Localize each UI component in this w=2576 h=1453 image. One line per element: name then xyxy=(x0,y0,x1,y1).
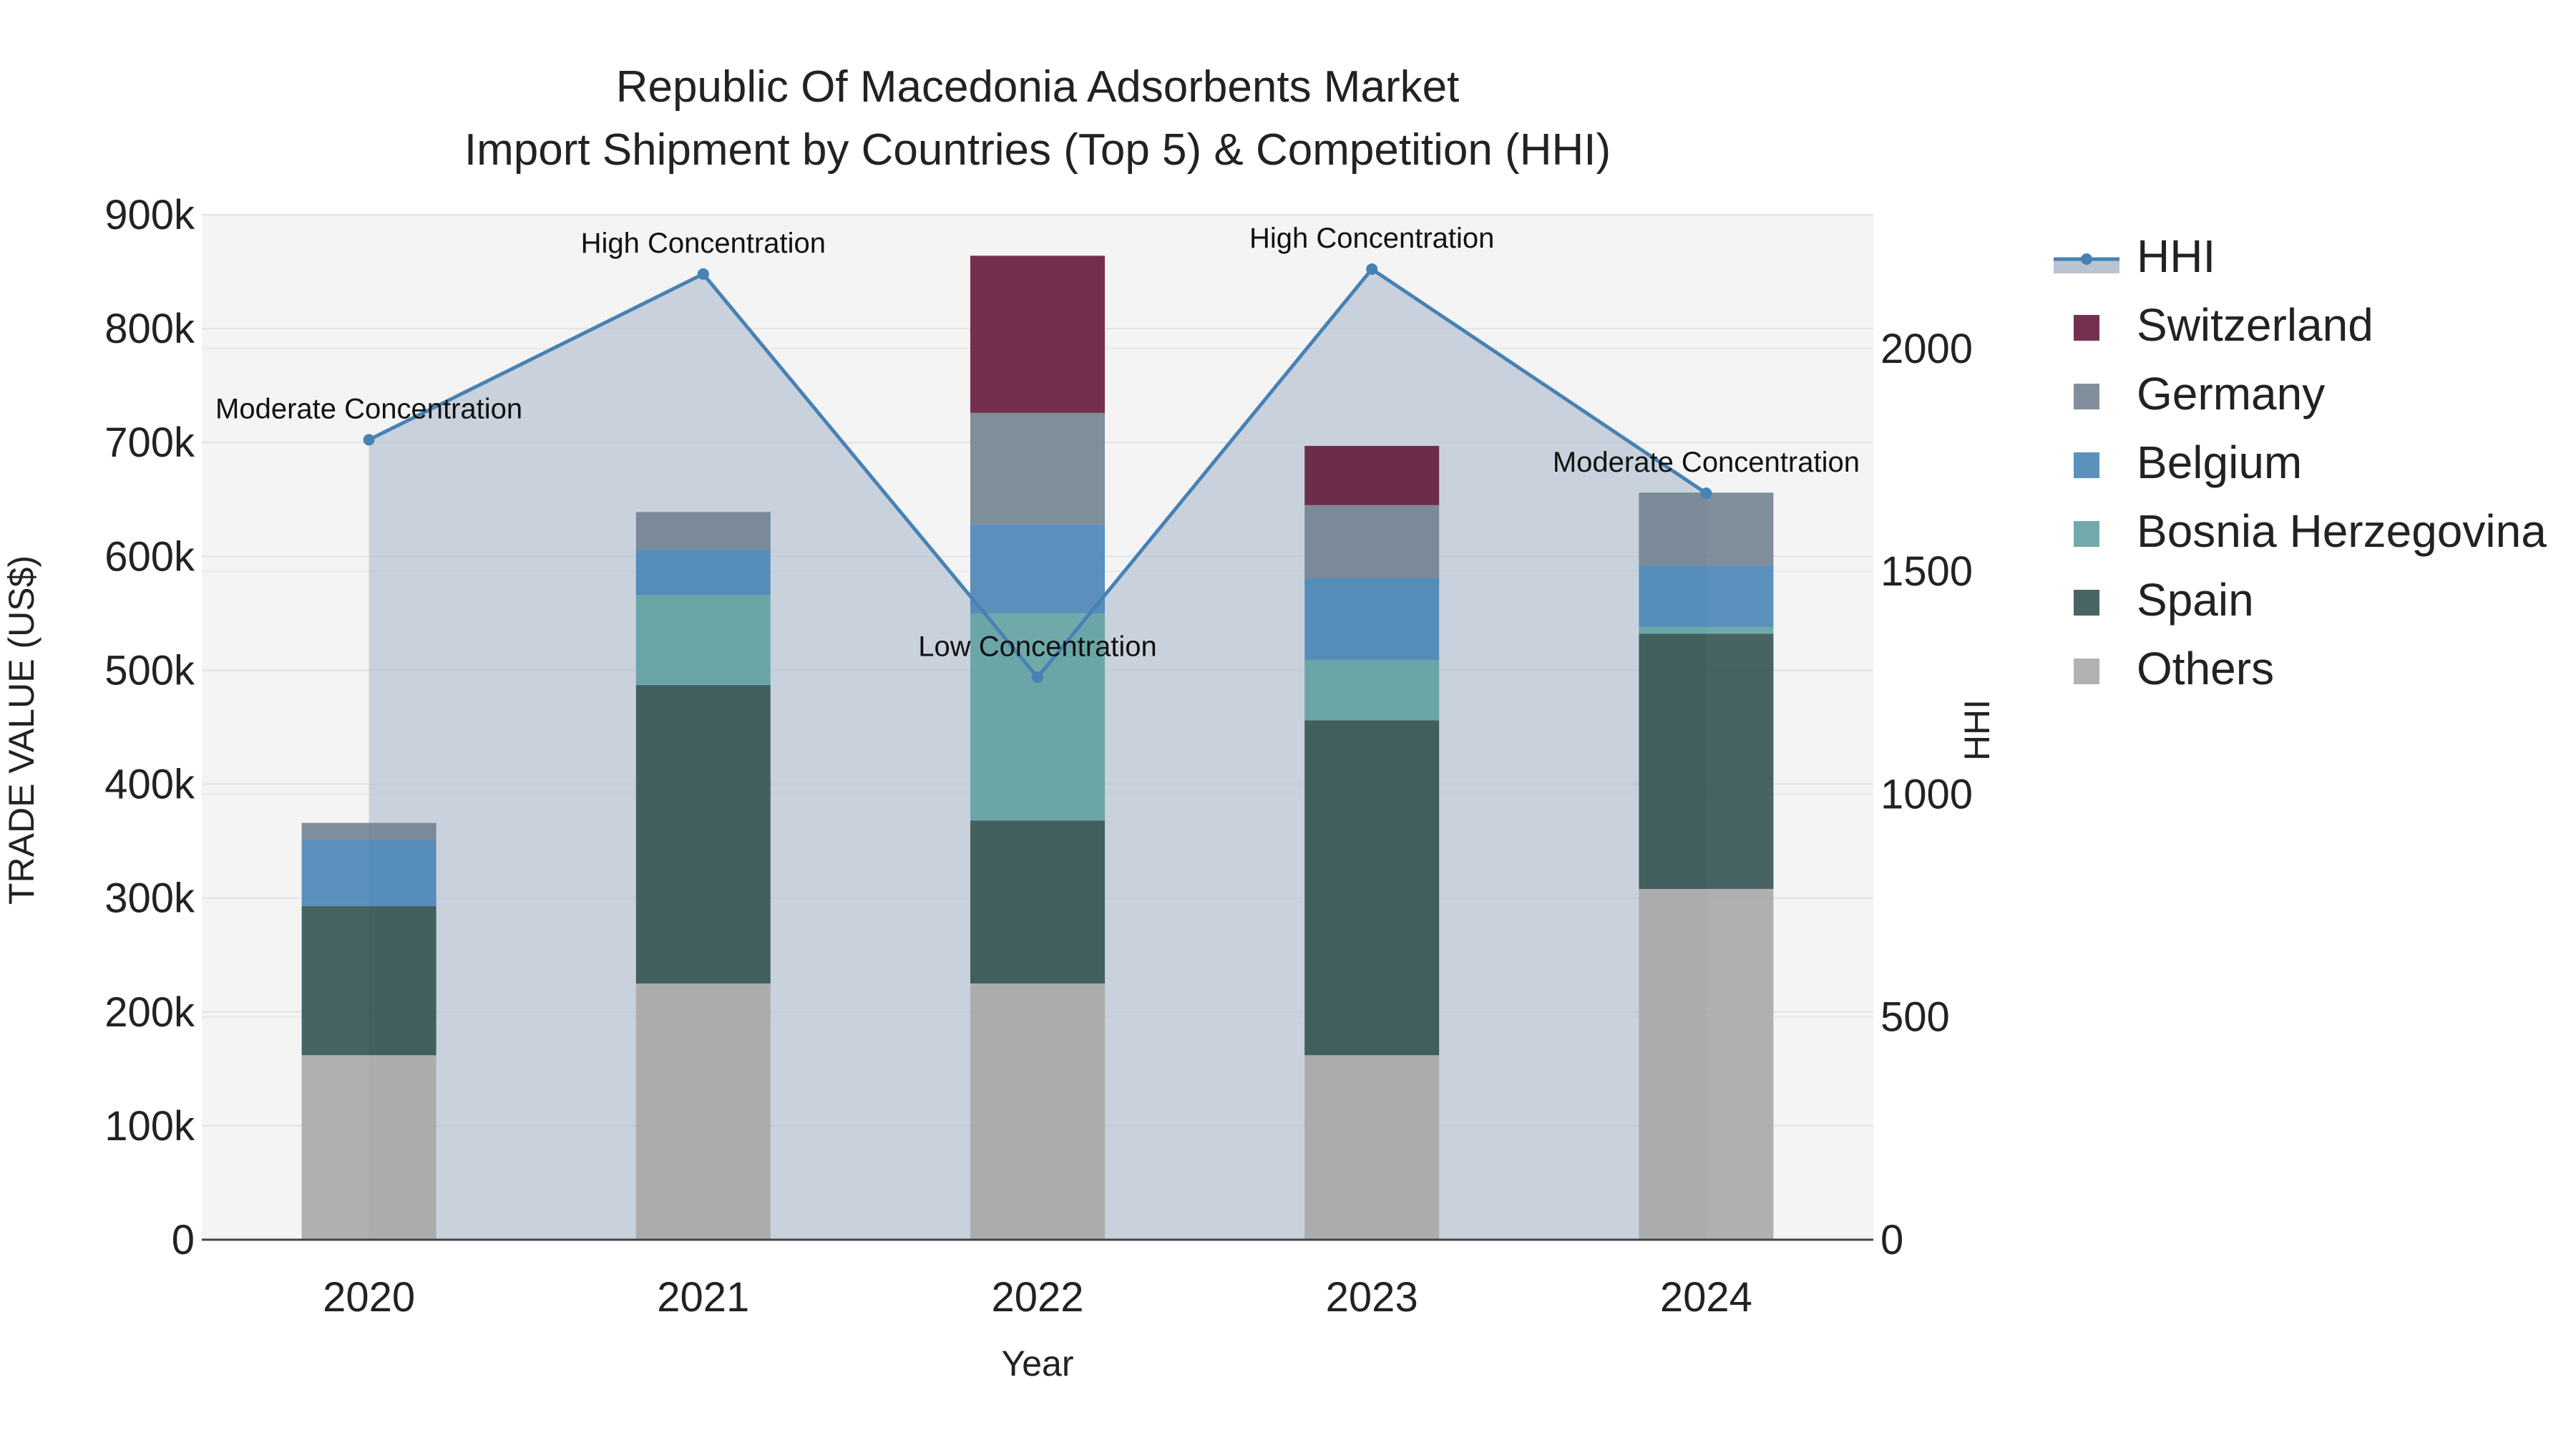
y-tick-label: 800k xyxy=(104,306,195,352)
bar-segment xyxy=(301,822,436,840)
bar-segment xyxy=(1304,720,1440,1056)
bar-segment xyxy=(1304,445,1440,505)
y2-tick-label: 1500 xyxy=(1880,548,1973,595)
legend-label: Spain xyxy=(2137,574,2254,626)
bar-segment xyxy=(1304,1055,1440,1240)
chart-title: Republic Of Macedonia Adsorbents Market xyxy=(616,62,1460,112)
y2-axis-title: HHI xyxy=(1957,699,1997,761)
bar-segment xyxy=(970,256,1105,413)
hhi-marker xyxy=(1032,671,1043,684)
legend-label: Bosnia Herzegovina xyxy=(2137,505,2547,557)
y2-tick-label: 0 xyxy=(1880,1217,1903,1263)
bar-segment xyxy=(1639,565,1774,627)
legend-label: HHI xyxy=(2137,230,2215,282)
hhi-marker xyxy=(1366,263,1378,275)
legend-swatch xyxy=(2074,590,2099,616)
hhi-annotation: Moderate Concentration xyxy=(215,393,522,424)
y-tick-label: 600k xyxy=(104,533,195,580)
x-tick-label: 2024 xyxy=(1660,1274,1752,1321)
hhi-annotation: High Concentration xyxy=(581,228,826,259)
bars-layer xyxy=(301,256,1774,1240)
x-tick-label: 2020 xyxy=(323,1274,415,1321)
legend-label: Others xyxy=(2137,643,2274,694)
legend: HHI Switzerland Germany Belgium Bosnia Herze… xyxy=(2054,230,2547,694)
x-axis: 2020 2021 2022 2023 2024 xyxy=(323,1274,1752,1321)
y-tick-label: 300k xyxy=(104,875,195,922)
x-tick-label: 2023 xyxy=(1326,1274,1418,1321)
hhi-annotation: Moderate Concentration xyxy=(1553,447,1860,478)
legend-swatch-marker xyxy=(2081,253,2092,265)
y-tick-label: 0 xyxy=(172,1217,195,1263)
bar-segment xyxy=(970,820,1105,983)
legend-swatch xyxy=(2074,659,2099,684)
y2-tick-label: 1000 xyxy=(1880,771,1973,817)
legend-swatch xyxy=(2074,521,2099,547)
hhi-annotation: Low Concentration xyxy=(918,631,1157,662)
x-axis-title: Year xyxy=(1001,1343,1073,1384)
legend-swatch xyxy=(2074,315,2099,341)
bar-segment xyxy=(635,983,771,1240)
legend-label: Germany xyxy=(2137,368,2325,419)
bar-segment xyxy=(1639,626,1774,634)
bar-segment xyxy=(1639,888,1774,1240)
legend-swatch xyxy=(2074,384,2099,409)
hhi-annotations: Moderate Concentration High Concentration… xyxy=(215,223,1860,662)
bar-segment xyxy=(301,905,436,1056)
hhi-marker xyxy=(1700,487,1712,500)
y2-tick-label: 2000 xyxy=(1880,326,1973,372)
legend-label: Belgium xyxy=(2137,437,2302,488)
bar-segment xyxy=(635,685,771,983)
hhi-annotation: High Concentration xyxy=(1249,223,1494,254)
bar-segment xyxy=(635,512,771,550)
bar-segment xyxy=(1639,492,1774,566)
y2-tick-label: 500 xyxy=(1880,994,1950,1041)
legend-swatch xyxy=(2074,452,2099,478)
bar-segment xyxy=(1304,578,1440,661)
bar-segment xyxy=(970,412,1105,525)
bar-segment xyxy=(970,983,1105,1240)
y-tick-label: 400k xyxy=(104,762,195,808)
legend-label: Switzerland xyxy=(2137,299,2373,351)
y-tick-label: 700k xyxy=(104,419,195,466)
bar-segment xyxy=(970,524,1105,613)
bar-segment xyxy=(1639,633,1774,889)
x-tick-label: 2021 xyxy=(657,1274,749,1321)
bar-segment xyxy=(301,840,436,906)
bar-segment xyxy=(1304,505,1440,578)
x-tick-label: 2022 xyxy=(991,1274,1083,1321)
hhi-line-layer xyxy=(363,263,1712,684)
bar-segment xyxy=(635,549,771,596)
hhi-marker xyxy=(363,434,375,446)
hhi-marker xyxy=(697,268,709,280)
legend-swatch-area xyxy=(2054,258,2119,273)
y2-axis: 0 500 1000 1500 2000 xyxy=(1880,326,1973,1263)
bar-segment xyxy=(301,1055,436,1240)
y-tick-label: 100k xyxy=(104,1103,195,1150)
y-tick-label: 200k xyxy=(104,989,195,1036)
y-tick-label: 900k xyxy=(104,192,195,238)
y-axis-title: TRADE VALUE (US$) xyxy=(1,555,42,905)
bar-segment xyxy=(635,595,771,686)
bar-segment xyxy=(970,613,1105,821)
chart-subtitle: Import Shipment by Countries (Top 5) & C… xyxy=(464,125,1611,175)
y-axis: 0 100k 200k 300k 400k 500k 600k 700k 800k 900k xyxy=(104,192,195,1263)
y-tick-label: 500k xyxy=(104,647,195,694)
bar-segment xyxy=(1304,660,1440,721)
